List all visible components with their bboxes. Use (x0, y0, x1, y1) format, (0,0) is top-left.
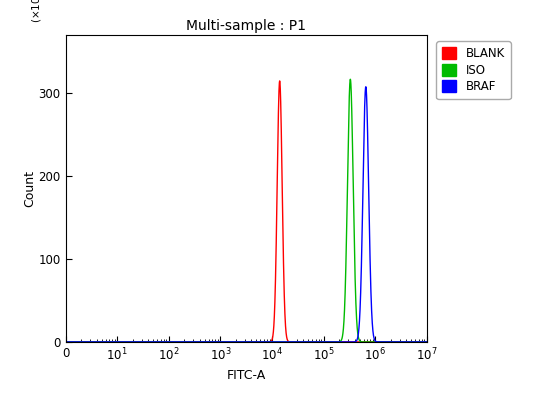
X-axis label: FITC-A: FITC-A (226, 369, 266, 382)
Title: Multi-sample : P1: Multi-sample : P1 (186, 19, 306, 33)
Legend: BLANK, ISO, BRAF: BLANK, ISO, BRAF (436, 41, 511, 99)
Y-axis label: Count: Count (23, 170, 36, 207)
Text: $({\times}10^1)$: $({\times}10^1)$ (30, 0, 44, 23)
